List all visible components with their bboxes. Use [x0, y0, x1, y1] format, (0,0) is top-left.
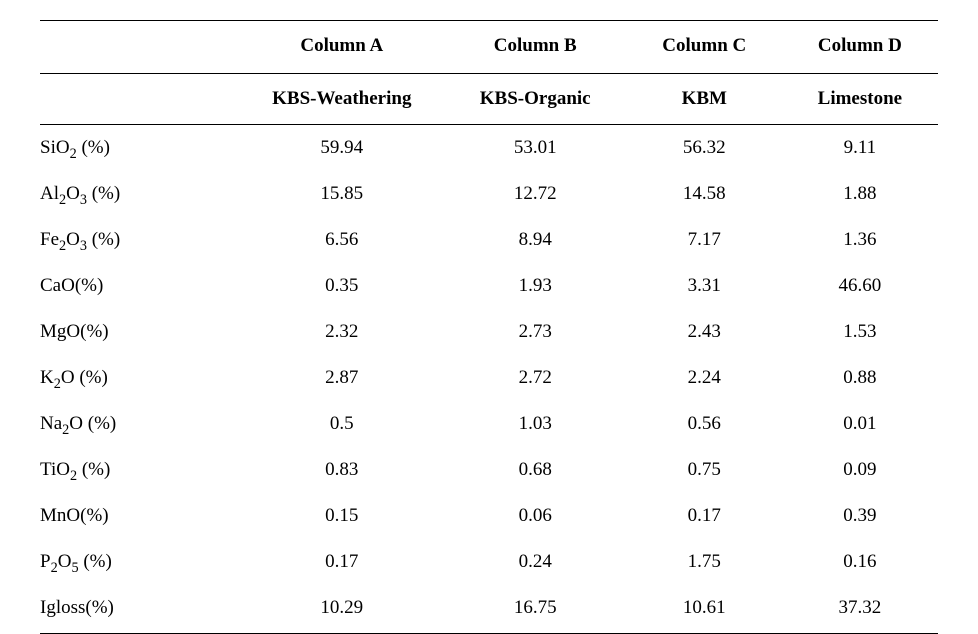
cell-value: 2.24 — [627, 355, 782, 401]
cell-value: 0.5 — [240, 401, 444, 447]
cell-value: 8.94 — [444, 217, 627, 263]
table-row: Al2O3 (%)15.8512.7214.581.88 — [40, 171, 938, 217]
cell-value: 2.32 — [240, 309, 444, 355]
header-col-d: Column D — [782, 21, 938, 74]
cell-value: 2.73 — [444, 309, 627, 355]
cell-value: 2.43 — [627, 309, 782, 355]
subheader-blank — [40, 74, 240, 125]
header-col-b: Column B — [444, 21, 627, 74]
cell-value: 1.36 — [782, 217, 938, 263]
row-label: CaO(%) — [40, 263, 240, 309]
row-label: Fe2O3 (%) — [40, 217, 240, 263]
cell-value: 2.72 — [444, 355, 627, 401]
table-header-row-columns: Column A Column B Column C Column D — [40, 21, 938, 74]
cell-value: 0.68 — [444, 447, 627, 493]
cell-value: 0.09 — [782, 447, 938, 493]
row-label: MgO(%) — [40, 309, 240, 355]
cell-value: 0.35 — [240, 263, 444, 309]
cell-value: 0.56 — [627, 401, 782, 447]
cell-value: 1.93 — [444, 263, 627, 309]
cell-value: 15.85 — [240, 171, 444, 217]
table-row: Fe2O3 (%)6.568.947.171.36 — [40, 217, 938, 263]
cell-value: 3.31 — [627, 263, 782, 309]
row-label: SiO2 (%) — [40, 125, 240, 172]
page-container: Column A Column B Column C Column D KBS-… — [0, 0, 978, 623]
cell-value: 0.39 — [782, 493, 938, 539]
cell-value: 14.58 — [627, 171, 782, 217]
header-blank — [40, 21, 240, 74]
table-row: Igloss(%)10.2916.7510.6137.32 — [40, 585, 938, 634]
cell-value: 46.60 — [782, 263, 938, 309]
table-row: SiO2 (%)59.9453.0156.329.11 — [40, 125, 938, 172]
cell-value: 0.16 — [782, 539, 938, 585]
cell-value: 1.88 — [782, 171, 938, 217]
cell-value: 0.17 — [240, 539, 444, 585]
cell-value: 12.72 — [444, 171, 627, 217]
row-label: P2O5 (%) — [40, 539, 240, 585]
table-row: MgO(%)2.322.732.431.53 — [40, 309, 938, 355]
cell-value: 0.88 — [782, 355, 938, 401]
table-row: CaO(%)0.351.933.3146.60 — [40, 263, 938, 309]
cell-value: 0.17 — [627, 493, 782, 539]
table-header-row-sub: KBS-Weathering KBS-Organic KBM Limestone — [40, 74, 938, 125]
cell-value: 1.75 — [627, 539, 782, 585]
table-row: K2O (%)2.872.722.240.88 — [40, 355, 938, 401]
table-header: Column A Column B Column C Column D KBS-… — [40, 21, 938, 125]
subheader-col-c: KBM — [627, 74, 782, 125]
header-col-a: Column A — [240, 21, 444, 74]
cell-value: 7.17 — [627, 217, 782, 263]
row-label: MnO(%) — [40, 493, 240, 539]
subheader-col-b: KBS-Organic — [444, 74, 627, 125]
cell-value: 0.06 — [444, 493, 627, 539]
row-label: TiO2 (%) — [40, 447, 240, 493]
subheader-col-a: KBS-Weathering — [240, 74, 444, 125]
cell-value: 56.32 — [627, 125, 782, 172]
cell-value: 59.94 — [240, 125, 444, 172]
composition-table: Column A Column B Column C Column D KBS-… — [40, 20, 938, 634]
subheader-col-d: Limestone — [782, 74, 938, 125]
cell-value: 10.61 — [627, 585, 782, 634]
table-row: MnO(%)0.150.060.170.39 — [40, 493, 938, 539]
cell-value: 2.87 — [240, 355, 444, 401]
cell-value: 0.75 — [627, 447, 782, 493]
cell-value: 0.01 — [782, 401, 938, 447]
cell-value: 0.24 — [444, 539, 627, 585]
row-label: Na2O (%) — [40, 401, 240, 447]
table-row: Na2O (%)0.51.030.560.01 — [40, 401, 938, 447]
row-label: K2O (%) — [40, 355, 240, 401]
row-label: Igloss(%) — [40, 585, 240, 634]
cell-value: 10.29 — [240, 585, 444, 634]
cell-value: 1.53 — [782, 309, 938, 355]
table-body: SiO2 (%)59.9453.0156.329.11Al2O3 (%)15.8… — [40, 125, 938, 634]
table-row: P2O5 (%)0.170.241.750.16 — [40, 539, 938, 585]
cell-value: 6.56 — [240, 217, 444, 263]
cell-value: 16.75 — [444, 585, 627, 634]
row-label: Al2O3 (%) — [40, 171, 240, 217]
table-row: TiO2 (%)0.830.680.750.09 — [40, 447, 938, 493]
cell-value: 9.11 — [782, 125, 938, 172]
cell-value: 0.83 — [240, 447, 444, 493]
header-col-c: Column C — [627, 21, 782, 74]
cell-value: 1.03 — [444, 401, 627, 447]
cell-value: 37.32 — [782, 585, 938, 634]
cell-value: 0.15 — [240, 493, 444, 539]
cell-value: 53.01 — [444, 125, 627, 172]
